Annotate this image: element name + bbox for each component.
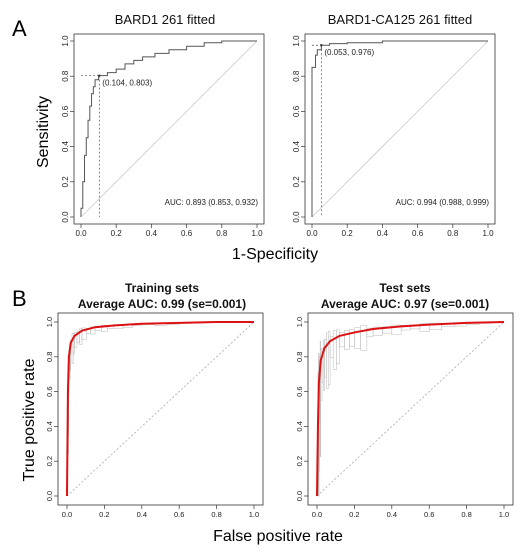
x-tick-label: 0.0 xyxy=(306,229,318,238)
chart-subtitle: Average AUC: 0.99 (se=0.001) xyxy=(78,297,246,311)
plot-area xyxy=(311,40,489,218)
y-tick-label: 0.2 xyxy=(295,456,304,466)
y-tick-label: 0.6 xyxy=(292,105,301,117)
tick-group: 0.0 0.0 0.2 0.2 0.4 0.4 0.6 0.6 0.8 0.8 1.0 1.0 xyxy=(295,317,509,519)
y-tick-label: 0.6 xyxy=(45,386,54,396)
panel-b-x-axis-label: False positive rate xyxy=(213,528,343,545)
y-tick-label: 0.0 xyxy=(295,491,304,501)
average-roc-curve xyxy=(316,321,505,497)
plot-area xyxy=(316,321,505,497)
y-tick-label: 0.2 xyxy=(45,456,54,466)
y-tick-label: 0.2 xyxy=(61,176,70,188)
y-tick-label: 0.8 xyxy=(295,352,304,362)
x-tick-label: 1.0 xyxy=(499,510,509,519)
average-roc-curve xyxy=(66,321,254,497)
x-tick-label: 0.6 xyxy=(174,510,184,519)
chart-test-sets: Test sets Average AUC: 0.97 (se=0.001) 0… xyxy=(295,281,514,519)
y-tick-label: 0.6 xyxy=(61,105,70,117)
cv-fold-segment xyxy=(360,325,368,351)
x-tick-label: 0.6 xyxy=(424,510,434,519)
y-tick-label: 1.0 xyxy=(295,317,304,327)
diagonal-reference-line xyxy=(80,40,258,218)
y-tick-label: 0.4 xyxy=(295,421,304,431)
chart-bard1-261: BARD1 261 fitted 0.00.00.20.20.40.40.60.… xyxy=(61,12,265,238)
roc-curve xyxy=(80,40,257,217)
cv-fold-segment xyxy=(332,330,337,370)
plot-area xyxy=(66,321,255,497)
x-tick-label: 0.4 xyxy=(377,229,389,238)
y-tick-label: 0.4 xyxy=(292,140,301,152)
y-tick-label: 1.0 xyxy=(61,35,70,47)
y-tick-label: 0.2 xyxy=(292,176,301,188)
chart-subtitle: Average AUC: 0.97 (se=0.001) xyxy=(321,297,489,311)
plot-frame xyxy=(57,312,264,506)
chart-title: BARD1-CA125 261 fitted xyxy=(328,12,473,27)
x-tick-label: 0.2 xyxy=(111,229,123,238)
x-tick-label: 1.0 xyxy=(251,229,263,238)
optimal-point-label: (0.104, 0.803) xyxy=(102,79,152,88)
panel-a-y-axis-label: Sensitivity xyxy=(35,96,52,168)
y-tick-label: 0.6 xyxy=(295,386,304,396)
x-tick-label: 0.0 xyxy=(62,510,72,519)
x-tick-label: 0.4 xyxy=(137,510,147,519)
plot-frame xyxy=(73,33,265,225)
y-tick-label: 0.0 xyxy=(45,491,54,501)
x-tick-label: 0.6 xyxy=(181,229,193,238)
cv-fold-segment xyxy=(69,340,71,371)
tick-group: 0.0 0.0 0.2 0.2 0.4 0.4 0.6 0.6 0.8 0.8 1.0 1.0 xyxy=(292,35,494,238)
y-tick-label: 0.8 xyxy=(292,70,301,82)
plot-frame xyxy=(304,33,496,225)
plot-area xyxy=(80,40,258,218)
x-tick-label: 0.8 xyxy=(447,229,459,238)
x-tick-label: 1.0 xyxy=(249,510,259,519)
panel-a-x-axis-label: 1-Specificity xyxy=(232,246,318,263)
y-tick-label: 0.0 xyxy=(61,211,70,223)
x-tick-label: 0.4 xyxy=(146,229,158,238)
cv-fold-segment xyxy=(327,330,331,385)
chart-title: BARD1 261 fitted xyxy=(115,12,215,27)
x-tick-label: 0.2 xyxy=(349,510,359,519)
y-tick-label: 1.0 xyxy=(45,317,54,327)
auc-label: AUC: 0.994 (0.988, 0.999) xyxy=(396,198,490,207)
auc-label: AUC: 0.893 (0.853, 0.932) xyxy=(165,198,259,207)
chart-title: Training sets xyxy=(125,281,199,295)
y-tick-label: 0.0 xyxy=(292,211,301,223)
x-tick-label: 0.8 xyxy=(216,229,228,238)
y-tick-label: 1.0 xyxy=(292,35,301,47)
y-tick-label: 0.4 xyxy=(61,140,70,152)
plot-frame xyxy=(307,312,514,506)
x-tick-label: 0.6 xyxy=(412,229,424,238)
x-tick-label: 0.8 xyxy=(211,510,221,519)
panel-letter-b: B xyxy=(12,286,27,311)
optimal-point-marker xyxy=(320,44,323,47)
diagonal-reference-line xyxy=(316,321,505,497)
cv-fold-segment xyxy=(336,329,340,365)
x-tick-label: 0.8 xyxy=(461,510,471,519)
cv-fold-segment xyxy=(81,327,87,341)
chart-training-sets: Training sets Average AUC: 0.99 (se=0.00… xyxy=(45,281,264,519)
chart-title: Test sets xyxy=(379,281,430,295)
panel-letter-a: A xyxy=(12,16,27,41)
cv-fold-segment xyxy=(326,332,329,389)
y-tick-label: 0.8 xyxy=(45,352,54,362)
tick-group: 0.0 0.0 0.2 0.2 0.4 0.4 0.6 0.6 0.8 0.8 1.0 1.0 xyxy=(61,35,263,238)
diagonal-reference-line xyxy=(66,321,255,497)
optimal-point-marker xyxy=(98,74,101,77)
panel-b-y-axis-label: True positive rate xyxy=(21,358,38,481)
x-tick-label: 0.2 xyxy=(99,510,109,519)
tick-group: 0.0 0.0 0.2 0.2 0.4 0.4 0.6 0.6 0.8 0.8 1.0 1.0 xyxy=(45,317,259,519)
x-tick-label: 0.2 xyxy=(342,229,354,238)
y-tick-label: 0.8 xyxy=(61,70,70,82)
y-tick-label: 0.4 xyxy=(45,421,54,431)
diagonal-reference-line xyxy=(311,40,489,218)
x-tick-label: 0.0 xyxy=(312,510,322,519)
x-tick-label: 0.0 xyxy=(75,229,87,238)
x-tick-label: 0.4 xyxy=(387,510,397,519)
x-tick-label: 1.0 xyxy=(482,229,494,238)
chart-bard1-ca125-261: BARD1-CA125 261 fitted 0.00.00.20.20.40.… xyxy=(292,12,496,238)
cv-fold-curves xyxy=(67,321,255,454)
optimal-point-label: (0.053, 0.976) xyxy=(324,48,374,57)
